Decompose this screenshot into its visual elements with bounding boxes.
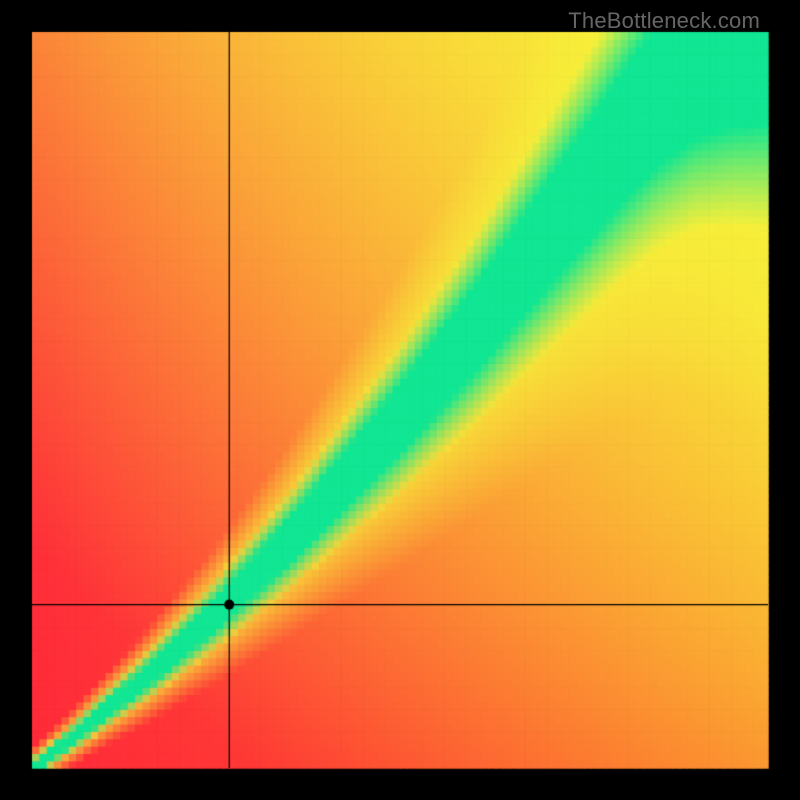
bottleneck-heatmap: [0, 0, 800, 800]
chart-frame: TheBottleneck.com: [0, 0, 800, 800]
watermark-text: TheBottleneck.com: [568, 8, 760, 34]
